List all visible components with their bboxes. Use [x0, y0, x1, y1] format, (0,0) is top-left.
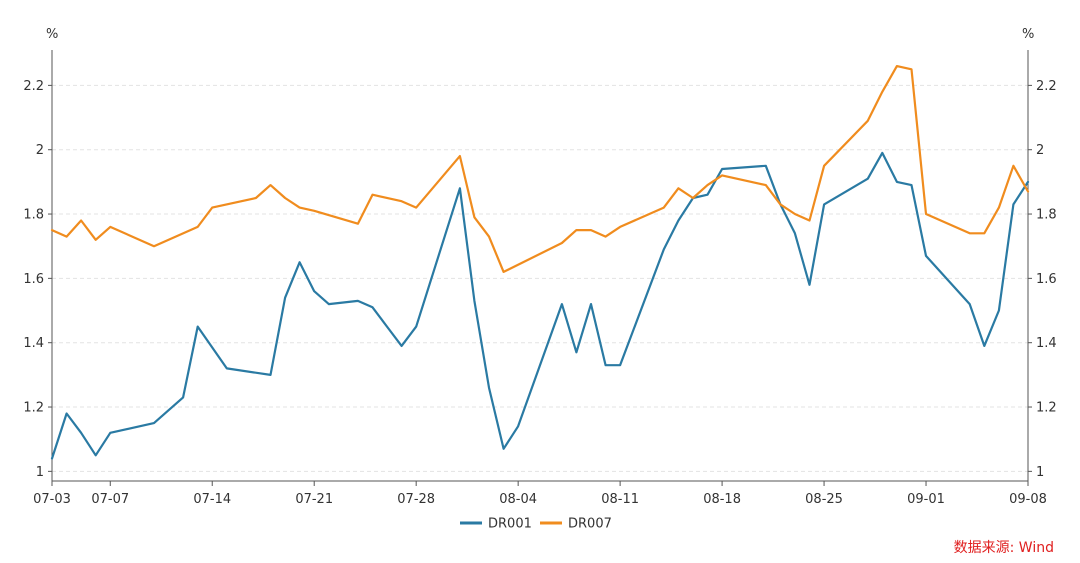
axes: % % [46, 27, 1034, 482]
series-line-dr007 [50, 64, 1030, 273]
right-y-tick-label: 1.6 [1036, 272, 1057, 287]
x-tick-label: 07-07 [91, 492, 129, 507]
legend: DR001 DR007 [460, 517, 612, 532]
gridlines [52, 84, 1028, 472]
left-y-tick-label: 1.2 [23, 401, 44, 416]
right-y-tick-label: 1.2 [1036, 401, 1057, 416]
series-lines [50, 64, 1030, 460]
right-y-tick-label: 2.2 [1036, 79, 1057, 94]
x-tick-label: 07-03 [33, 492, 71, 507]
left-y-tick-label: 1.8 [23, 208, 44, 223]
source-note: 数据来源: Wind [953, 540, 1054, 556]
x-tick-label: 08-25 [805, 492, 843, 507]
x-tick-label: 08-04 [499, 492, 537, 507]
left-y-tick-label: 1.6 [23, 272, 44, 287]
x-tick-label: 07-21 [295, 492, 333, 507]
x-tick-label: 08-11 [601, 492, 639, 507]
series-line-dr001 [50, 151, 1030, 460]
legend-label-dr007: DR007 [568, 517, 612, 531]
left-y-tick-label: 1.4 [23, 336, 44, 351]
left-y-tick-label: 2.2 [23, 79, 44, 94]
x-tick-label: 08-18 [703, 492, 741, 507]
legend-label-dr001: DR001 [488, 517, 532, 531]
right-y-unit-label: % [1022, 27, 1034, 42]
x-tick-label: 09-01 [907, 492, 945, 507]
right-y-tick-label: 1 [1036, 465, 1044, 480]
right-y-tick-label: 1.8 [1036, 208, 1057, 223]
left-y-tick-label: 1 [36, 465, 44, 480]
right-y-tick-label: 1.4 [1036, 336, 1057, 351]
left-y-unit-label: % [46, 27, 58, 42]
x-tick-label: 09-08 [1009, 492, 1047, 507]
line-chart: % % 1 1 1.2 1.2 1.4 1.4 1.6 1.6 1.8 1.8 2 2 2.2 2.2 07… [23, 27, 1056, 532]
x-tick-label: 07-28 [397, 492, 435, 507]
left-y-tick-label: 2 [36, 143, 44, 158]
x-tick-label: 07-14 [193, 492, 231, 507]
right-y-tick-label: 2 [1036, 143, 1044, 158]
tick-labels: 1 1 1.2 1.2 1.4 1.4 1.6 1.6 1.8 1.8 2 2 2.2 2.2 07-03 0… [23, 79, 1056, 507]
